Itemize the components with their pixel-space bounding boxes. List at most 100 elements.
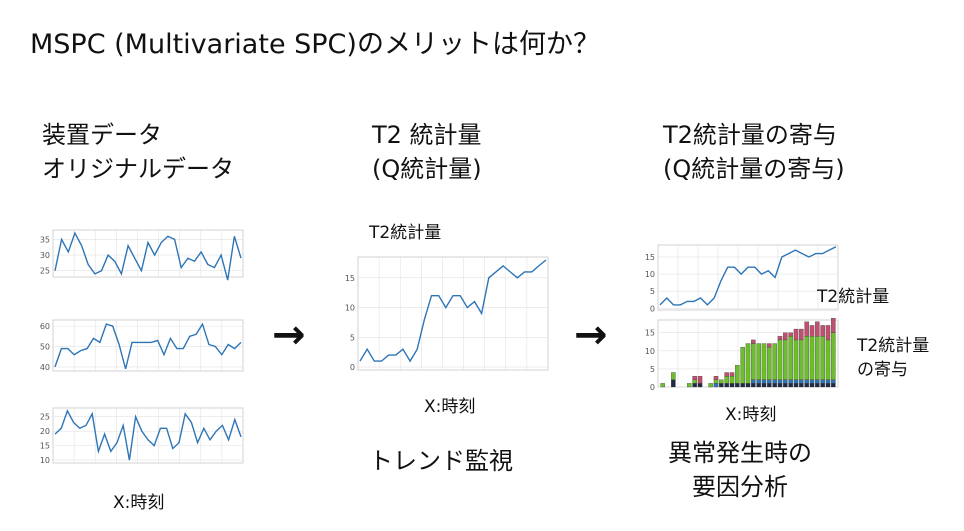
y-tick-label: 10 [345,304,355,313]
y-tick-label: 0 [350,363,355,372]
stacked-bar-segment [751,379,756,384]
panel2-heading-line2: (Q統計量) [372,155,482,183]
stacked-bar-segment [783,332,788,341]
stacked-bar-segment [767,347,772,380]
panel3-caption-line2: 要因分析 [692,473,788,501]
series-line [359,259,547,363]
stacked-bar-segment [820,336,825,380]
stacked-bar-segment [660,383,665,388]
stacked-bar-segment [729,383,735,388]
y-tick-label: 30 [40,251,50,260]
stacked-bar-segment [777,379,783,384]
stacked-bar-segment [831,379,836,384]
stacked-bar-segment [804,321,809,337]
y-tick-label: 25 [40,267,50,276]
y-tick-label: 40 [40,363,50,372]
chart-frame [52,407,244,464]
chart-frame [657,244,839,311]
stacked-bar-segment [687,383,692,388]
stacked-bar-segment [671,372,676,380]
stacked-bar-segment [815,336,820,380]
y-tick-label: 15 [345,274,355,283]
arrow-1: → [272,312,306,358]
sensor-chart-3: 10 15 20 25 [40,407,244,465]
stacked-bar-segment [735,383,740,388]
stacked-bar-segment [772,379,777,384]
panel3-chart-label-top: T2統計量 [817,287,890,307]
series-line [54,409,242,461]
stacked-bar-segment [815,379,820,384]
stacked-bar-segment [799,328,804,341]
y-tick-label: 35 [40,235,50,244]
y-tick-label: 0 [650,383,655,392]
stacked-bar-segment [788,379,793,384]
stacked-bar-segment [793,379,799,384]
stacked-bar-segment [783,339,788,380]
stacked-bar-segment [692,383,697,388]
stacked-bar-segment [751,339,756,344]
page-title: MSPC (Multivariate SPC)のメリットは何か？ [30,29,600,60]
y-tick-label: 15 [645,329,655,338]
stacked-bar-segment [825,379,831,384]
chart-frame [52,229,244,278]
stacked-bar-segment [772,343,777,380]
stacked-bar-segment [820,383,825,388]
y-tick-label: 10 [40,456,50,465]
panel1-heading-line1: 装置データ [42,121,162,149]
y-tick-label: 50 [40,343,50,352]
stacked-bar-segment [729,375,735,384]
stacked-bar-segment [825,383,831,388]
stacked-bar-segment [793,339,799,380]
panel1-heading-line2: オリジナルデータ [42,155,234,183]
panel3-chart-label-bottom-line2: の寄与 [857,360,908,380]
stacked-bar-segment [751,343,756,380]
stacked-bar-segment [761,383,767,388]
stacked-bar-segment [804,336,809,380]
stacked-bar-segment [692,375,697,380]
series-line [54,322,242,370]
panel2-xlabel: X:時刻 [424,397,476,417]
stacked-bar-segment [756,379,761,384]
panel1-xlabel: X:時刻 [113,493,165,513]
stacked-bar-segment [809,383,815,388]
y-tick-label: 5 [650,365,655,374]
t2-contribution-bar-chart: 0 5 10 15 [645,318,839,392]
stacked-bar-segment [825,325,831,341]
stacked-bar-segment [740,383,745,388]
panel3-xlabel: X:時刻 [725,405,777,425]
stacked-bar-segment [713,379,719,384]
stacked-bar-segment [761,379,767,384]
stacked-bar-segment [815,383,820,388]
stacked-bar-segment [724,375,729,384]
stacked-bar-segment [745,343,751,384]
stacked-bar-segment [820,325,825,337]
y-tick-label: 15 [645,253,655,262]
panel3-chart-label-bottom-line1: T2統計量 [857,336,930,356]
stacked-bar-segment [777,383,783,388]
stacked-bar-segment [756,383,761,388]
stacked-bar-segment [751,383,756,388]
stacked-bar-segment [767,379,772,384]
panel3-caption: 異常発生時の 要因分析 [668,436,812,504]
y-tick-label: 60 [40,322,50,331]
stacked-bar-segment [671,379,676,388]
stacked-bar-segment [815,321,820,337]
stacked-bar-segment [825,339,831,380]
panel2-caption: トレンド監視 [369,447,513,475]
stacked-bar-segment [831,318,836,333]
panel3-heading-line2: (Q統計量の寄与) [663,155,845,183]
stacked-bar-segment [788,383,793,388]
stacked-bar-segment [756,343,761,380]
y-tick-label: 10 [645,270,655,279]
stacked-bar-segment [692,379,697,384]
stacked-bar-segment [761,343,767,380]
stacked-bar-segment [777,339,783,380]
stacked-bar-segment [697,383,703,388]
stacked-bar-segment [719,383,724,388]
stacked-bar-segment [809,379,815,384]
stacked-bar-segment [713,375,719,380]
series-line [659,246,837,306]
stacked-bar-segment [831,383,836,388]
stacked-bar-segment [724,383,729,388]
stacked-bar-segment [729,372,735,377]
